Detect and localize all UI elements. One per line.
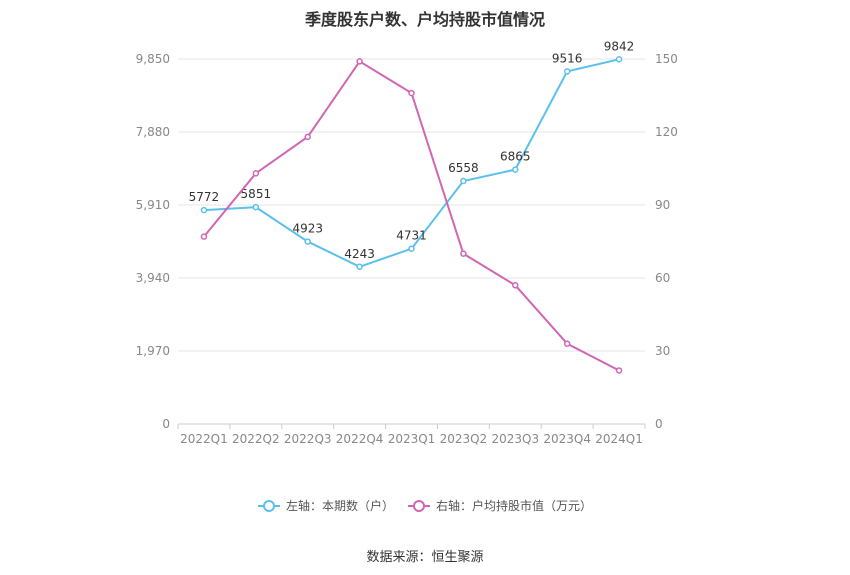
data-label: 6865 (500, 150, 531, 164)
data-label: 4243 (344, 247, 375, 261)
data-label: 9516 (552, 51, 583, 65)
right-axis-tick-label: 150 (655, 52, 678, 66)
data-point-holders (304, 238, 311, 245)
left-axis-tick-label: 0 (162, 417, 170, 431)
right-axis-tick-label: 60 (655, 271, 670, 285)
data-point-avg-value (460, 250, 467, 257)
legend-marker (413, 500, 425, 512)
x-axis-tick-label: 2023Q2 (440, 432, 488, 446)
data-point-avg-value (252, 170, 260, 177)
legend-marker (263, 500, 275, 512)
data-label: 5851 (241, 187, 272, 201)
legend-label: 右轴：户均持股市值（万元） (436, 498, 592, 513)
x-axis-tick-label: 2023Q1 (388, 432, 436, 446)
data-label: 4923 (292, 222, 323, 236)
data-point-avg-value (356, 58, 363, 65)
data-point-holders (408, 245, 415, 252)
data-point-avg-value (408, 89, 415, 97)
x-axis-tick-label: 2022Q1 (180, 432, 228, 446)
data-point-avg-value (563, 340, 571, 347)
data-point-holders (356, 263, 363, 271)
data-label: 6558 (448, 161, 479, 175)
right-axis-tick-label: 90 (655, 198, 670, 212)
legend-label: 左轴：本期数（户） (286, 498, 394, 513)
x-axis-tick-label: 2022Q2 (232, 432, 280, 446)
left-axis-tick-label: 3,940 (136, 271, 170, 285)
x-axis-tick-label: 2024Q1 (595, 432, 643, 446)
data-point-avg-value (304, 133, 311, 141)
data-point-holders (460, 177, 467, 185)
left-axis-tick-label: 7,880 (136, 125, 170, 139)
x-axis-tick-label: 2022Q3 (284, 432, 332, 446)
data-label: 4731 (396, 229, 427, 243)
data-point-avg-value (512, 282, 519, 289)
left-axis-tick-label: 5,910 (136, 198, 170, 212)
x-axis-tick-label: 2023Q3 (491, 432, 539, 446)
series-line-avg-value (203, 60, 620, 372)
data-point-avg-value (200, 233, 208, 240)
chart-title: 季度股东户数、户均持股市值情况 (304, 10, 545, 29)
x-axis-tick-label: 2023Q4 (543, 432, 591, 446)
left-axis-tick-label: 1,970 (136, 344, 170, 358)
x-axis-tick-label: 2022Q4 (336, 432, 384, 446)
data-point-holders (252, 203, 260, 211)
data-point-holders (512, 166, 519, 173)
data-point-holders (563, 68, 571, 75)
right-axis-tick-label: 120 (655, 125, 678, 139)
data-point-holders (200, 206, 208, 214)
data-point-holders (615, 56, 623, 63)
data-point-avg-value (615, 367, 623, 374)
right-axis-tick-label: 30 (655, 344, 670, 358)
left-axis-tick-label: 9,850 (136, 52, 170, 66)
data-source: 数据来源：恒生聚源 (366, 550, 484, 565)
data-label: 9842 (604, 39, 635, 53)
right-axis-tick-label: 0 (655, 417, 663, 431)
data-label: 5772 (189, 190, 220, 204)
